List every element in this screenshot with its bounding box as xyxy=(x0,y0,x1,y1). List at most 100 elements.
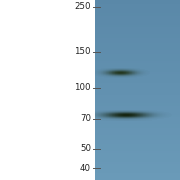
Bar xyxy=(95,58,180,61)
Bar xyxy=(130,76,131,77)
Bar xyxy=(151,111,152,112)
Bar xyxy=(109,112,110,113)
Bar xyxy=(113,69,114,70)
Bar xyxy=(116,76,117,77)
Bar xyxy=(120,74,121,75)
Bar xyxy=(102,73,103,74)
Bar xyxy=(120,112,121,113)
Bar xyxy=(139,76,140,77)
Bar xyxy=(125,72,126,73)
Bar xyxy=(148,116,149,117)
Bar xyxy=(124,68,125,69)
Bar xyxy=(132,72,133,73)
Bar xyxy=(131,115,132,116)
Bar xyxy=(111,77,112,78)
Bar xyxy=(128,114,129,115)
Bar xyxy=(123,75,124,76)
Bar xyxy=(131,117,132,118)
Bar xyxy=(128,74,129,75)
Bar xyxy=(95,115,96,116)
Bar xyxy=(119,72,120,73)
Bar xyxy=(168,114,169,115)
Bar xyxy=(119,70,120,71)
Text: 100: 100 xyxy=(74,83,91,92)
Bar xyxy=(138,68,139,69)
Bar xyxy=(109,76,110,77)
Bar xyxy=(143,71,144,72)
Bar xyxy=(122,70,123,71)
Bar xyxy=(97,116,98,117)
Bar xyxy=(98,117,99,118)
Bar xyxy=(102,68,103,69)
Bar xyxy=(147,116,148,117)
Bar xyxy=(123,120,124,121)
Bar xyxy=(159,113,160,114)
Bar xyxy=(112,120,113,121)
Bar xyxy=(121,70,122,71)
Bar xyxy=(116,110,117,111)
Bar xyxy=(161,112,162,113)
Bar xyxy=(100,73,101,74)
Bar xyxy=(128,73,129,74)
Bar xyxy=(103,69,104,70)
Bar xyxy=(128,120,129,121)
Bar xyxy=(131,114,132,115)
Bar xyxy=(133,113,134,114)
Bar xyxy=(136,114,137,115)
Bar xyxy=(121,117,122,118)
Bar xyxy=(107,111,108,112)
Bar xyxy=(95,76,180,79)
Bar xyxy=(125,70,126,71)
Bar xyxy=(161,116,162,117)
Bar xyxy=(102,111,103,112)
Bar xyxy=(148,72,149,73)
Bar xyxy=(167,117,168,118)
Bar xyxy=(122,118,123,119)
Bar xyxy=(102,76,103,77)
Bar xyxy=(128,75,129,76)
Bar xyxy=(110,118,111,119)
Bar xyxy=(108,74,109,75)
Bar xyxy=(156,113,157,114)
Bar xyxy=(149,120,150,121)
Bar xyxy=(127,68,128,69)
Bar xyxy=(105,75,106,76)
Bar xyxy=(95,176,180,178)
Bar xyxy=(104,74,105,75)
Bar xyxy=(128,117,129,118)
Bar xyxy=(95,110,96,111)
Bar xyxy=(143,120,144,121)
Bar xyxy=(132,112,133,113)
Bar xyxy=(109,74,110,75)
Bar xyxy=(168,113,169,114)
Bar xyxy=(95,178,180,180)
Bar xyxy=(114,69,115,70)
Bar xyxy=(106,74,107,75)
Bar xyxy=(113,112,114,113)
Bar xyxy=(133,120,134,121)
Bar xyxy=(139,69,140,70)
Bar xyxy=(124,77,125,78)
Bar xyxy=(106,70,107,71)
Bar xyxy=(129,112,130,113)
Bar xyxy=(108,111,109,112)
Bar xyxy=(102,74,103,75)
Bar xyxy=(95,27,180,29)
Bar xyxy=(111,113,112,114)
Bar xyxy=(139,113,140,114)
Bar xyxy=(142,113,143,114)
Bar xyxy=(96,115,97,116)
Bar xyxy=(128,69,129,70)
Bar xyxy=(128,68,129,69)
Bar xyxy=(133,69,134,70)
Bar xyxy=(141,69,142,70)
Bar xyxy=(121,112,122,113)
Bar xyxy=(136,118,137,119)
Bar xyxy=(161,118,162,119)
Bar xyxy=(106,76,107,77)
Bar xyxy=(113,77,114,78)
Bar xyxy=(116,69,117,70)
Bar xyxy=(124,69,125,70)
Bar xyxy=(95,16,180,18)
Bar xyxy=(138,115,139,116)
